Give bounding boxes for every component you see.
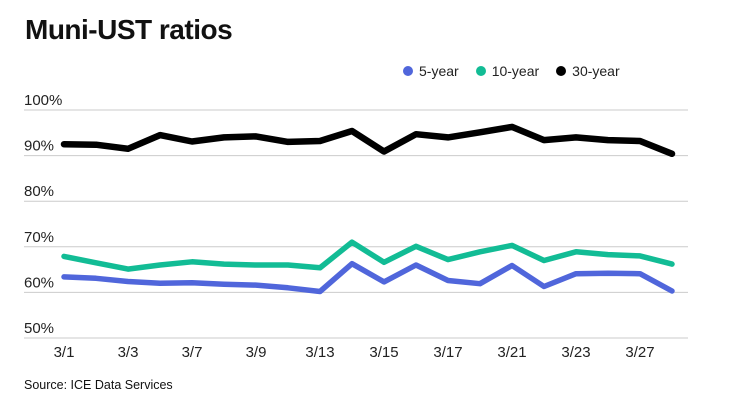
y-tick-label: 60%: [24, 274, 54, 291]
legend-label: 10-year: [491, 63, 540, 79]
legend-dot-5-year: [403, 66, 413, 76]
legend-label: 30-year: [572, 63, 620, 79]
legend-label: 5-year: [419, 63, 459, 79]
x-tick-label: 3/1: [54, 344, 75, 361]
y-tick-label: 50%: [24, 320, 54, 337]
x-tick-label: 3/27: [625, 344, 654, 361]
x-tick-label: 3/9: [246, 344, 267, 361]
series-line-30-year: [60, 123, 676, 158]
y-tick-label: 70%: [24, 229, 54, 246]
legend: 5-year 10-year 30-year: [403, 63, 620, 79]
source-note: Source: ICE Data Services: [24, 378, 173, 392]
legend-dot-30-year: [556, 66, 567, 76]
x-tick-label: 3/23: [561, 344, 590, 361]
y-tick-label: 80%: [24, 183, 54, 200]
x-tick-label: 3/17: [433, 344, 462, 361]
x-tick-label: 3/3: [118, 344, 139, 361]
x-tick-label: 3/13: [305, 344, 334, 361]
y-tick-label: 90%: [24, 138, 54, 155]
legend-item-30-year[interactable]: 30-year: [556, 63, 620, 79]
series-line-5-year: [61, 260, 675, 295]
y-tick-label: 100%: [24, 92, 62, 109]
x-tick-label: 3/15: [369, 344, 398, 361]
legend-dot-10-year: [475, 66, 486, 76]
legend-item-5-year[interactable]: 5-year: [403, 63, 459, 79]
x-tick-label: 3/7: [182, 344, 203, 361]
chart-title: Muni-UST ratios: [25, 14, 233, 45]
legend-item-10-year[interactable]: 10-year: [475, 63, 540, 79]
series-line-10-year: [61, 239, 675, 272]
x-tick-label: 3/21: [497, 344, 526, 361]
